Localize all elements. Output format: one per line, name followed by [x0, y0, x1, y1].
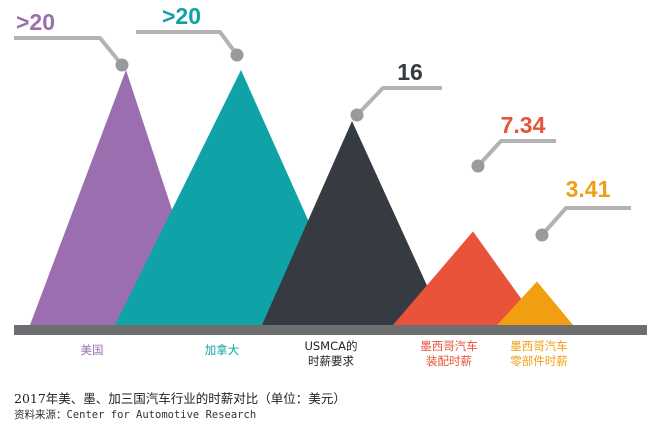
callout-lines [14, 30, 631, 237]
callout-line [14, 36, 124, 67]
chart: >20 >20 16 7.34 3.41 美国 加拿大 USMCA的时薪要求 墨西哥汽车装配时… [14, 3, 647, 368]
callout-dot [230, 48, 244, 62]
callout-dots [115, 48, 549, 242]
callout-dot [535, 228, 549, 242]
callout-dot [350, 108, 364, 122]
source-note: 资料来源：Center for Automotive Research [14, 409, 257, 421]
peak-mark [497, 281, 573, 325]
callout-line [540, 206, 631, 237]
category-label: 加拿大 [205, 343, 240, 357]
value-label: 16 [397, 59, 423, 85]
category-label: 墨西哥汽车零部件时薪 [510, 339, 568, 368]
category-label: 美国 [81, 343, 104, 357]
callout-line [476, 139, 556, 168]
value-label: >20 [16, 9, 55, 35]
category-label: USMCA的时薪要求 [304, 339, 357, 368]
chart-peaks [30, 70, 573, 325]
value-labels: >20 >20 16 7.34 3.41 [16, 3, 611, 202]
callout-dot [115, 58, 129, 72]
callout-line [136, 30, 239, 57]
callout-line [355, 86, 442, 117]
peak-mark [393, 231, 540, 325]
category-label: 墨西哥汽车装配时薪 [420, 339, 478, 368]
baseline-bar [14, 325, 647, 335]
value-label: >20 [162, 3, 201, 29]
peak-mark [262, 121, 445, 325]
value-label: 3.41 [566, 176, 611, 202]
callout-dot [471, 159, 485, 173]
category-labels: 美国 加拿大 USMCA的时薪要求 墨西哥汽车装配时薪 墨西哥汽车零部件时薪 [81, 339, 568, 368]
chart-caption: 2017年美、墨、加三国汽车行业的时薪对比（单位：美元） [14, 391, 346, 406]
value-label: 7.34 [501, 112, 546, 138]
